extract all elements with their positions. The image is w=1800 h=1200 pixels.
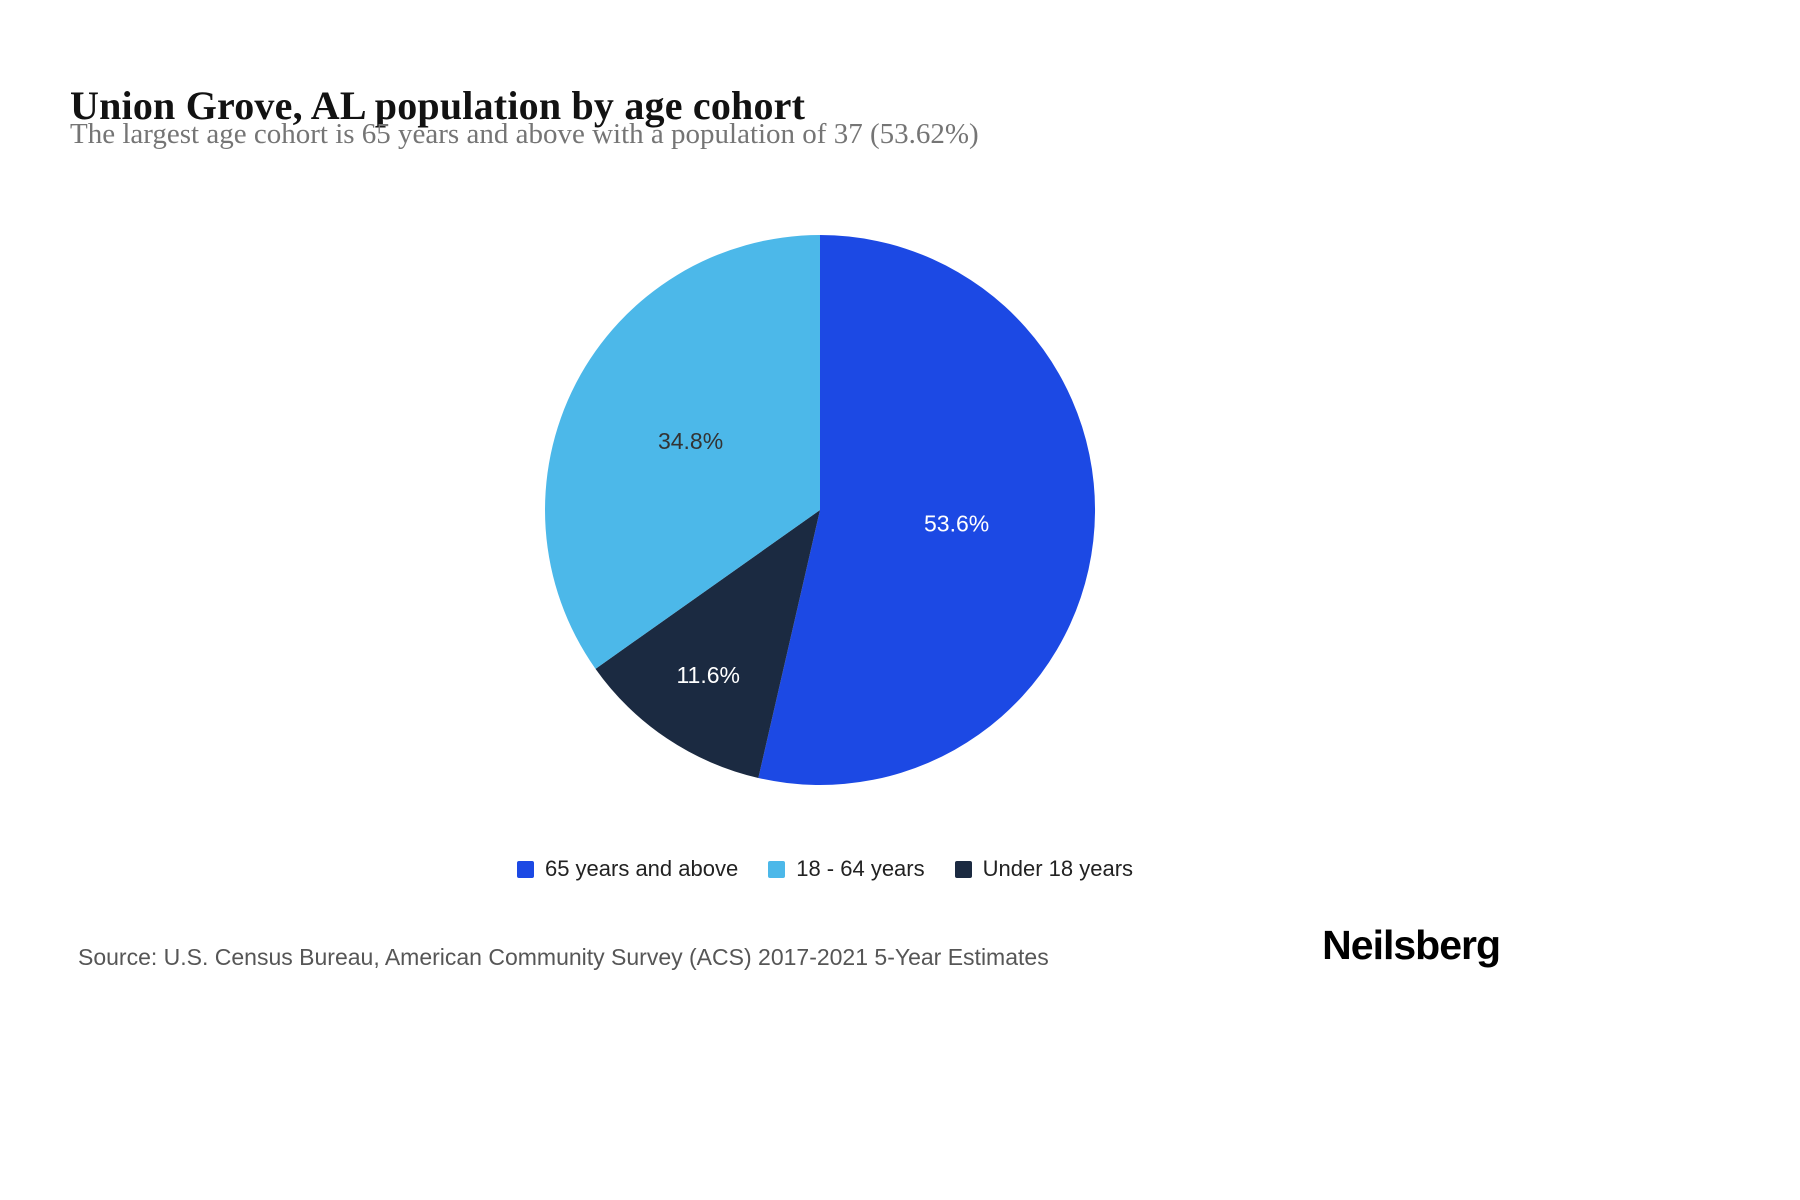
pie-slice-label-2: 34.8% [658,428,723,454]
pie-slice-1[interactable] [595,510,820,778]
pie-slice-2[interactable] [545,235,820,669]
pie-chart: 53.6% 11.6% 34.8% [540,230,1100,790]
brand-logo: Neilsberg [1322,922,1501,968]
pie-slice-0[interactable] [758,235,1096,785]
legend-item-2[interactable]: Under 18 years [954,856,1134,882]
legend-label: Under 18 years [982,856,1134,881]
legend-swatch-icon [516,860,534,878]
legend-swatch-icon [954,860,972,878]
source-text: Source: U.S. Census Bureau, American Com… [78,944,1049,970]
legend-label: 18 - 64 years [796,856,925,881]
legend-item-0[interactable]: 65 years and above [516,856,739,882]
legend-item-1[interactable]: 18 - 64 years [768,856,925,882]
page-subtitle: The largest age cohort is 65 years and a… [70,118,979,150]
legend-swatch-icon [768,860,786,878]
pie-slice-label-0: 53.6% [924,511,989,537]
legend: 65 years and above 18 - 64 years Under 18 … [0,856,1650,882]
page-title: Union Grove, AL population by age cohort [70,82,806,128]
legend-label: 65 years and above [544,856,739,881]
pie-chart-svg: 53.6% 11.6% 34.8% [545,235,1096,785]
pie-slice-label-1: 11.6% [676,662,740,688]
